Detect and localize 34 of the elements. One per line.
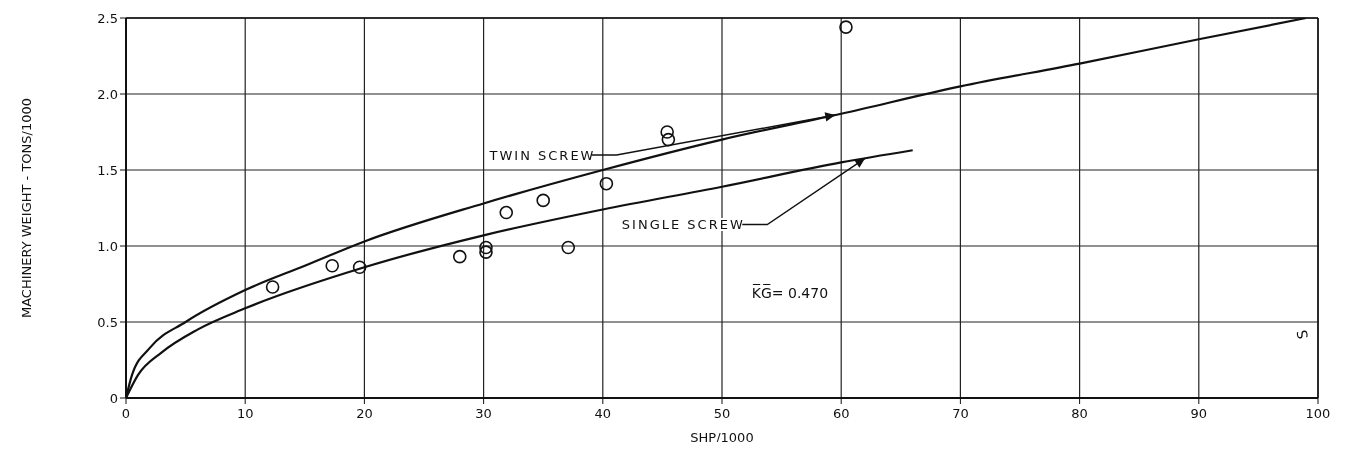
annotation: K̅G̅= 0.470 [751,284,829,301]
y-tick-label: 0 [109,390,118,406]
y-tick-label: 1.5 [97,162,118,178]
point [661,132,676,147]
point [599,176,614,191]
point [536,193,550,208]
x-tick-label: 40 [594,406,612,421]
point [499,205,514,220]
y-tick-label: 2.0 [97,86,118,102]
point [479,245,493,259]
series-label: TWIN SCREW [488,148,596,164]
point [479,240,493,255]
point [325,258,340,273]
x-tick-label: 80 [1071,406,1088,421]
point [352,260,367,275]
point [265,280,280,294]
point [839,20,853,34]
y-tick-label: 1.0 [97,238,118,254]
y-tick-label: 0.5 [97,314,118,330]
point [452,249,467,264]
x-tick-label: 30 [475,406,492,421]
annotation: S [1293,328,1311,341]
x-tick-label: 60 [832,406,850,421]
x-tick-label: 50 [713,406,731,421]
x-tick-label: 90 [1190,406,1208,421]
point [561,240,576,255]
x-tick-label: 0 [121,406,131,421]
x-tick-label: 100 [1305,406,1331,421]
y-tick-label: 2.5 [97,10,118,26]
point [660,125,674,139]
x-tick-label: 10 [236,406,254,421]
y-axis-title: MACHINERY WEIGHT - TONS/1000 [18,97,34,319]
x-tick-label: 70 [952,406,969,421]
x-tick-label: 20 [356,406,373,421]
